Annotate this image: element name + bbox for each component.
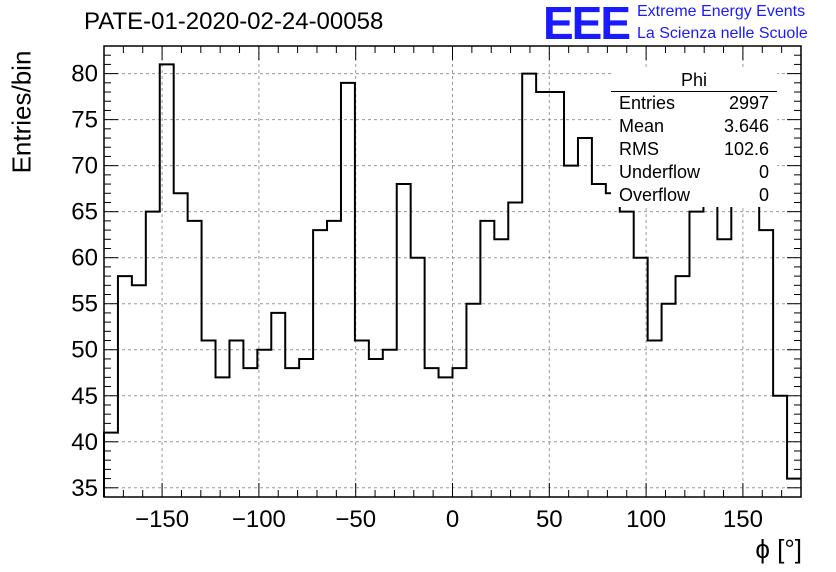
y-tick-label: 70	[71, 153, 98, 180]
stats-title: Phi	[611, 70, 777, 92]
x-tick-label: −150	[135, 506, 189, 533]
brand-line-1: Extreme Energy Events	[637, 3, 806, 20]
x-tick-label: 0	[446, 506, 459, 533]
y-tick-label: 35	[71, 475, 98, 502]
stats-value: 0	[758, 162, 769, 182]
stats-row-overflow: Overflow 0	[611, 184, 777, 207]
x-tick-label: −100	[232, 506, 286, 533]
chart-title: PATE-01-2020-02-24-00058	[84, 8, 384, 35]
y-tick-label: 40	[71, 429, 98, 456]
histogram-series-phi	[103, 63, 801, 497]
y-tick-label: 80	[71, 61, 98, 88]
stats-value: 102.6	[723, 139, 769, 159]
stats-row-underflow: Underflow 0	[611, 161, 777, 184]
y-tick-label: 50	[71, 337, 98, 364]
x-tick-label: 50	[536, 506, 563, 533]
x-axis-label: ϕ [°]	[755, 534, 802, 564]
y-tick-label: 45	[71, 383, 98, 410]
stats-label: Underflow	[619, 162, 701, 182]
x-tick-label: 150	[723, 506, 763, 533]
brand-line-2: La Scienza nelle Scuole	[637, 25, 808, 42]
y-axis-label: Entries/bin	[6, 50, 37, 174]
stats-value: 0	[758, 185, 769, 205]
y-tick-labels: 35 40 45 50 55 60 65 70 75 80	[71, 61, 98, 502]
y-tick-label: 55	[71, 291, 98, 318]
stats-value: 2997	[728, 93, 769, 113]
stats-label: Mean	[619, 116, 665, 136]
axis-ticks	[103, 45, 802, 498]
y-tick-label: 60	[71, 245, 98, 272]
x-tick-label: 100	[626, 506, 666, 533]
stats-value: 3.646	[723, 116, 769, 136]
y-tick-label: 65	[71, 199, 98, 226]
stats-box: Phi Entries 2997 Mean 3.646 RMS 102.6 Un…	[611, 70, 777, 207]
stats-row-mean: Mean 3.646	[611, 115, 777, 138]
stats-label: Overflow	[619, 185, 691, 205]
x-tick-labels: −150 −100 −50 0 50 100 150	[135, 506, 763, 533]
grid-lines	[104, 46, 801, 497]
x-tick-label: −50	[335, 506, 376, 533]
stats-label: Entries	[619, 93, 676, 113]
y-tick-label: 75	[71, 107, 98, 134]
stats-row-entries: Entries 2997	[611, 92, 777, 115]
eee-logo: EEE	[543, 0, 631, 49]
stats-label: RMS	[619, 139, 659, 159]
stats-row-rms: RMS 102.6	[611, 138, 777, 161]
